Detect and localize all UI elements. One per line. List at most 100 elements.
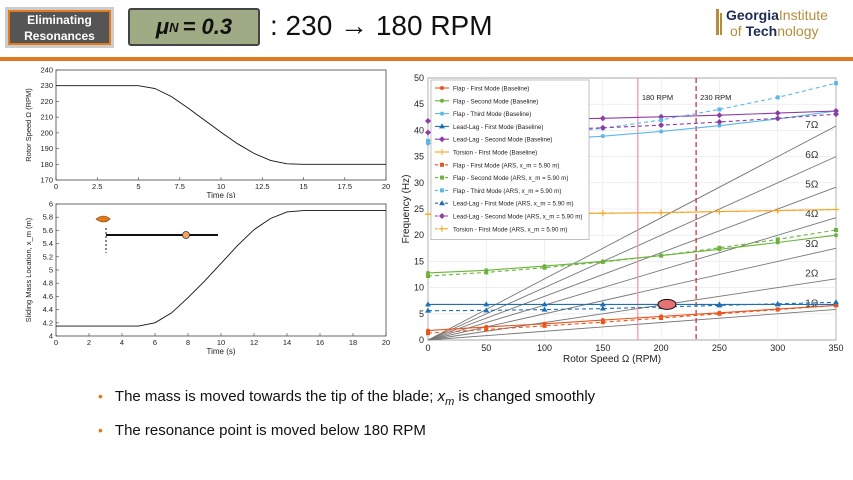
x-tick-label: 12.5: [255, 182, 270, 191]
data-point: [440, 162, 444, 167]
x-tick-label: 2.5: [92, 182, 102, 191]
data-point: [439, 123, 445, 129]
harmonic-label: 4Ω: [805, 209, 819, 220]
data-point: [834, 81, 838, 86]
series-line: [427, 229, 837, 277]
legend-entry: Flap - Second Mode (Baseline): [453, 98, 538, 105]
y-tick-label: 5: [49, 266, 53, 275]
data-point: [439, 136, 445, 143]
data-point: [425, 211, 431, 218]
y-tick-label: 190: [40, 144, 53, 153]
rpm-marker-label: 230 RPM: [700, 93, 731, 102]
x-axis-label: Time (s): [206, 191, 235, 198]
legend-entry: Flap - Third Mode (Baseline): [453, 111, 531, 118]
data-point: [542, 323, 547, 328]
data-point: [541, 301, 548, 307]
legend-entry: Flap - Second Mode (ARS, x_m = 5.90 m): [453, 175, 568, 182]
data-point: [834, 233, 838, 238]
rpm-marker-label: 180 RPM: [642, 93, 673, 102]
x-tick-label: 300: [770, 343, 785, 353]
y-tick-label: 0: [419, 335, 424, 345]
y-axis-label: Rotor Speed Ω (RPM): [24, 88, 33, 162]
x-axis-label: Time (s): [206, 347, 235, 356]
data-point: [439, 225, 445, 232]
data-point: [659, 315, 664, 320]
y-tick-label: 5.4: [43, 239, 53, 248]
series-line: [427, 113, 837, 134]
data-point: [439, 200, 445, 206]
mu-value: = 0.3: [182, 14, 233, 39]
data-point: [716, 119, 723, 126]
data-point: [775, 95, 780, 100]
header-divider: [0, 57, 853, 61]
data-point: [483, 301, 490, 307]
data-point: [774, 115, 781, 122]
svg-text:of Technology: of Technology: [730, 23, 818, 39]
x-tick-label: 350: [828, 343, 843, 353]
series-line: [56, 210, 386, 327]
y-tick-label: 4.4: [43, 305, 53, 314]
y-tick-label: 210: [40, 113, 53, 122]
data-point: [775, 240, 780, 245]
bullet-dot-2: •: [98, 422, 103, 438]
plot-area: [55, 203, 387, 337]
x-axis-label: Rotor Speed Ω (RPM): [563, 354, 661, 365]
logo-word-institute: Institute: [779, 7, 828, 23]
logo-graphic: GeorgiaInstitute of Technology: [716, 7, 828, 39]
data-point: [425, 301, 431, 307]
data-point: [774, 207, 781, 214]
y-tick-label: 25: [414, 204, 424, 214]
x-tick-label: 14: [283, 338, 291, 347]
legend-entry: Lead-Lag - First Mode (ARS, x_m = 5.90 m…: [453, 201, 574, 208]
bullet-dot-1: •: [98, 388, 103, 404]
tag-line-1: Eliminating: [27, 12, 92, 27]
x-tick-label: 6: [153, 338, 157, 347]
data-point: [717, 311, 722, 316]
legend: Flap - First Mode (Baseline) Flap - Secon…: [430, 79, 590, 240]
data-point: [658, 209, 665, 216]
data-point: [440, 188, 444, 193]
data-point: [426, 270, 430, 275]
data-point: [774, 300, 781, 306]
x-tick-label: 200: [654, 343, 669, 353]
x-tick-label: 0: [54, 338, 58, 347]
harmonic-line: [427, 247, 837, 341]
x-tick-label: 5: [136, 182, 140, 191]
data-point: [484, 270, 489, 275]
series-line: [428, 208, 837, 215]
data-point: [659, 117, 664, 122]
y-tick-label: 6: [49, 200, 53, 209]
harmonic-line: [427, 217, 837, 341]
logo-tower-icon-2: [720, 13, 722, 35]
harmonic-label: 3Ω: [805, 239, 819, 250]
data-point: [659, 253, 664, 258]
legend-box: [430, 79, 590, 240]
data-point: [439, 149, 445, 155]
y-tick-label: 240: [40, 66, 53, 75]
x-tick-label: 18: [349, 338, 357, 347]
x-tick-label: 15: [299, 182, 307, 191]
harmonic-line: [427, 156, 837, 341]
legend-entry: Torsion - First Mode (Baseline): [453, 150, 537, 157]
data-point: [775, 237, 780, 242]
data-point: [717, 123, 722, 128]
tag-line-2: Resonances: [24, 28, 95, 43]
legend-entry: Lead-Lag - Second Mode (ARS, x_m = 5.90 …: [453, 214, 583, 221]
legend-entry: Lead-Lag - Second Mode (Baseline): [453, 137, 552, 144]
data-point: [541, 306, 548, 312]
logo-word-georgia: Georgia: [726, 7, 779, 23]
sliding-mass-icon: [182, 231, 190, 239]
section-tag: Eliminating Resonances: [5, 7, 114, 48]
bullet-1: • The mass is moved towards the tip of th…: [98, 388, 595, 408]
y-tick-label: 4.6: [43, 292, 53, 301]
y-axis-label: Frequency (Hz): [401, 175, 412, 244]
y-tick-label: 20: [414, 230, 424, 240]
legend-entry: Flap - Third Mode (ARS, x_m = 5.90 m): [453, 188, 561, 195]
rotor-hub-icon: [95, 215, 111, 223]
harmonic-line: [427, 308, 837, 341]
y-tick-label: 35: [414, 152, 424, 162]
data-point: [440, 175, 444, 180]
data-point: [716, 112, 723, 119]
legend-entry: Lead-Lag - First Mode (Baseline): [453, 124, 543, 131]
data-point: [599, 115, 606, 122]
